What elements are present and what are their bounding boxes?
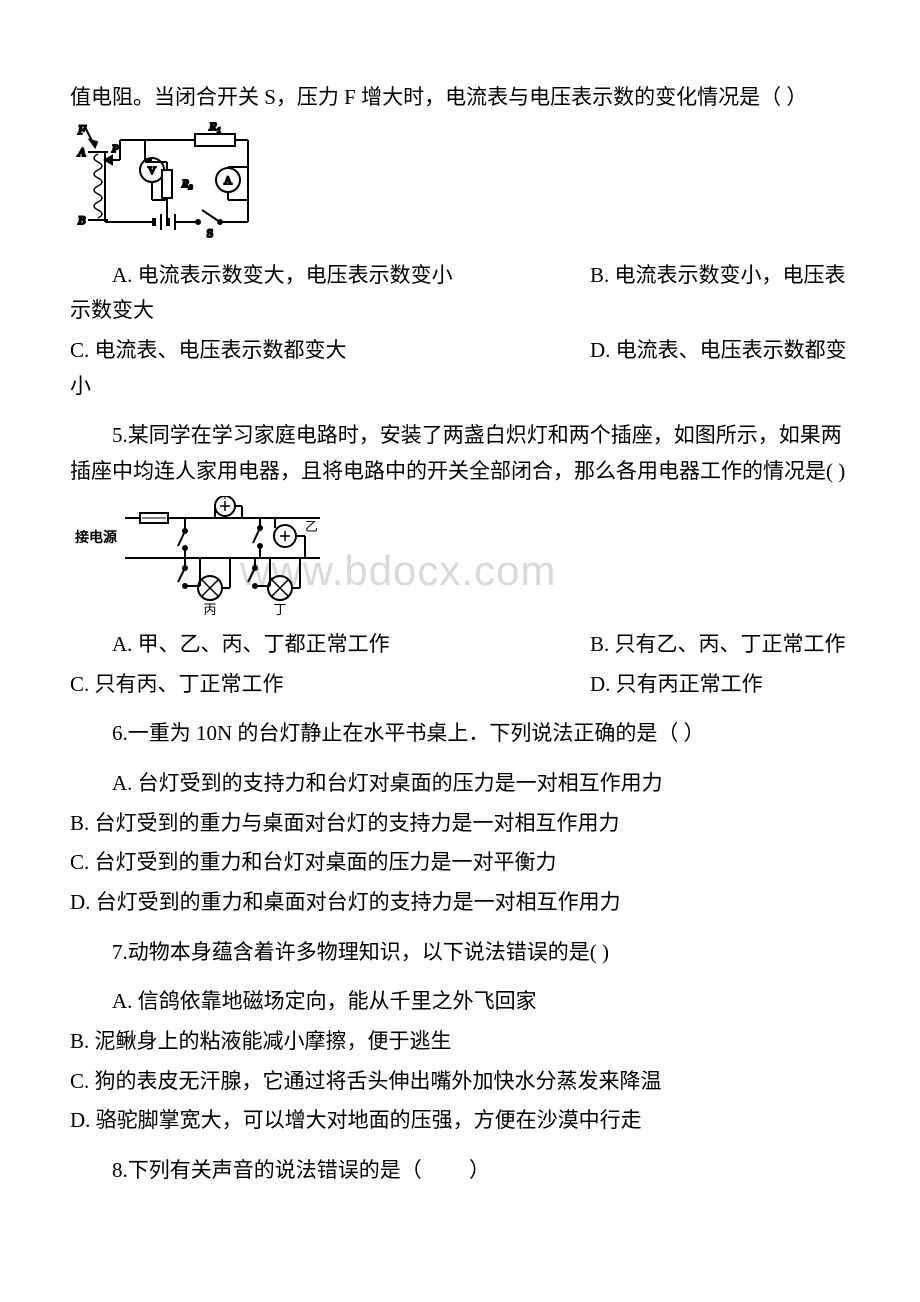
svg-text:P: P xyxy=(111,143,119,155)
svg-text:F: F xyxy=(77,122,87,137)
q7-stem: 7.动物本身蕴含着许多物理知识，以下说法错误的是( ) xyxy=(70,935,850,971)
q5-options-row1: A. 甲、乙、丙、丁都正常工作B. 只有乙、丙、丁正常工作 xyxy=(70,627,850,663)
svg-text:A: A xyxy=(224,175,232,187)
svg-text:乙: 乙 xyxy=(305,519,318,534)
svg-text:A: A xyxy=(77,145,86,159)
svg-text:甲: 甲 xyxy=(218,496,231,501)
q6-optA: A. 台灯受到的支持力和台灯对桌面的压力是一对相互作用力 xyxy=(70,766,850,802)
q8-stem: 8.下列有关声音的说法错误的是（ ） xyxy=(70,1153,850,1189)
q4-circuit-diagram: R₁ A S xyxy=(70,122,260,252)
q6-optC: C. 台灯受到的重力和台灯对桌面的压力是一对平衡力 xyxy=(70,845,850,881)
svg-text:丁: 丁 xyxy=(273,602,286,617)
svg-text:S: S xyxy=(207,226,214,240)
q6-optD: D. 台灯受到的重力和桌面对台灯的支持力是一对相互作用力 xyxy=(70,885,850,921)
svg-text:B: B xyxy=(78,213,86,227)
q4-options-row1: A. 电流表示数变大，电压表示数变小B. 电流表示数变小，电压表示数变大 xyxy=(70,258,850,329)
q5-options-row2: C. 只有丙、丁正常工作D. 只有丙正常工作 xyxy=(70,667,850,703)
svg-text:丙: 丙 xyxy=(203,602,216,617)
q7-optA: A. 信鸽依靠地磁场定向，能从千里之外飞回家 xyxy=(70,984,850,1020)
q7-optD: D. 骆驼脚掌宽大，可以增大对地面的压强，方便在沙漠中行走 xyxy=(70,1103,850,1139)
q6-stem: 6.一重为 10N 的台灯静止在水平书桌上．下列说法正确的是（ ） xyxy=(70,716,850,752)
q4-options-row2: C. 电流表、电压表示数都变大D. 电流表、电压表示数都变小 xyxy=(70,333,850,404)
svg-text:接电源: 接电源 xyxy=(75,529,117,546)
q7-optB: B. 泥鳅身上的粘液能减小摩擦，便于逃生 xyxy=(70,1024,850,1060)
svg-text:V: V xyxy=(148,165,156,177)
svg-text:R₁: R₁ xyxy=(208,122,221,133)
q5-circuit-diagram: 接电源 甲 xyxy=(70,496,330,621)
q6-optB: B. 台灯受到的重力与桌面对台灯的支持力是一对相互作用力 xyxy=(70,806,850,842)
q4-stem-continuation: 值电阻。当闭合开关 S，压力 F 增大时，电流表与电压表示数的变化情况是（ ） xyxy=(70,80,850,116)
svg-text:R₂: R₂ xyxy=(181,178,193,190)
q7-optC: C. 狗的表皮无汗腺，它通过将舌头伸出嘴外加快水分蒸发来降温 xyxy=(70,1064,850,1100)
q5-stem: 5.某同学在学习家庭电路时，安装了两盏白炽灯和两个插座，如图所示，如果两插座中均… xyxy=(70,418,850,489)
